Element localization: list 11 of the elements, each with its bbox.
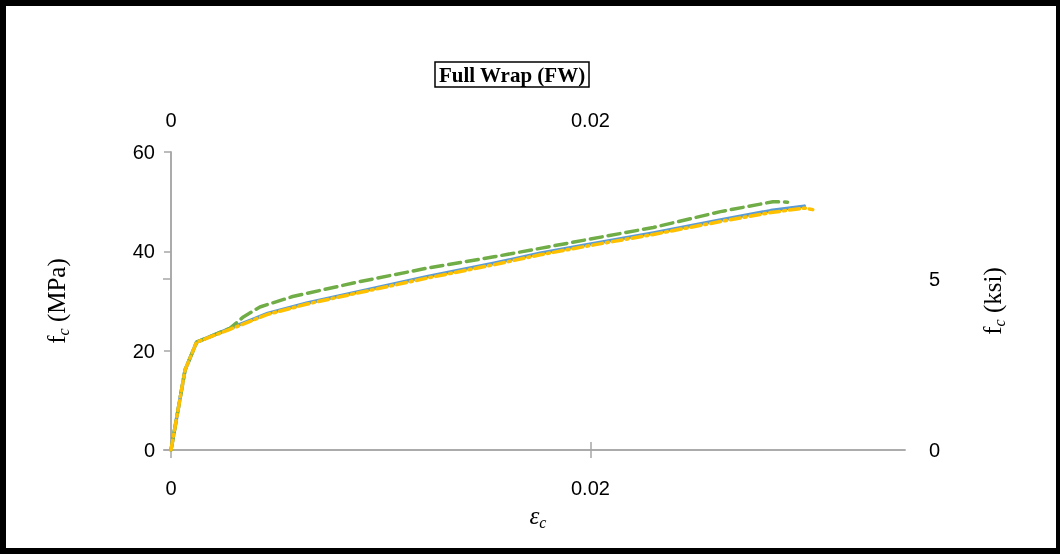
x2-tick-label: 0.02 [570,477,610,499]
y-tick-label: 40 [132,240,155,263]
y-axis-title: fc (MPa) [42,258,72,344]
y-tick-label: 60 [132,141,155,163]
y2-tick-label: 0 [929,439,941,461]
x2-tick-label: 0 [165,477,177,499]
y2-tick-label: 5 [929,267,941,290]
chart-title: Full Wrap (FW) [438,62,586,87]
y2-axis-title: fc (ksi) [978,267,1008,335]
y-tick-label: 0 [143,439,155,461]
y-tick-label: 20 [132,339,155,362]
